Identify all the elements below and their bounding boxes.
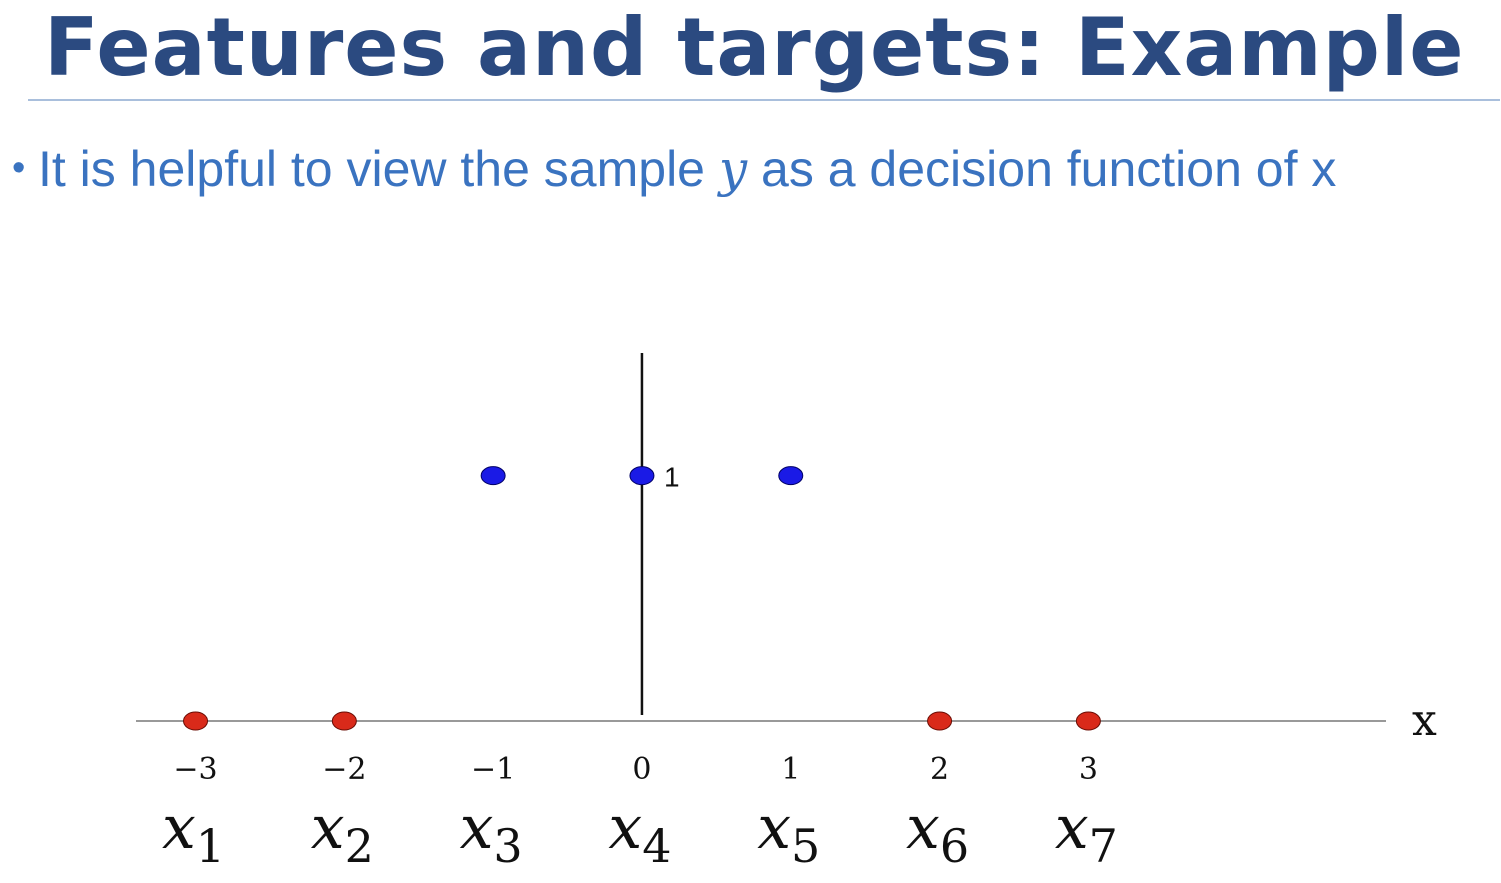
bullet-text-suffix: as a decision function of x — [747, 141, 1337, 197]
negative-point — [331, 711, 357, 731]
sample-label-x4: x4 — [608, 793, 671, 873]
x-axis-label: x — [1412, 695, 1437, 746]
sample-label-x3: x3 — [460, 793, 523, 873]
x-tick-label: 3 — [1079, 752, 1098, 787]
bullet-variable: y — [718, 140, 748, 198]
y-tick-label: 1 — [664, 462, 680, 493]
positive-point — [778, 466, 804, 486]
x-tick-label: −2 — [322, 752, 366, 787]
negative-point — [183, 711, 209, 731]
sample-label-x5: x5 — [757, 793, 820, 873]
positive-point — [480, 466, 506, 486]
sample-label-x1: x1 — [162, 793, 225, 873]
title-divider — [28, 99, 1500, 101]
x-tick-label: 0 — [632, 752, 651, 787]
x-tick-label: 1 — [781, 752, 800, 787]
x-tick-label: −1 — [471, 752, 515, 787]
bullet-point: • It is helpful to view the sample y as a… — [12, 140, 1336, 198]
sample-label-x2: x2 — [311, 793, 374, 873]
bullet-icon: • — [12, 147, 26, 189]
x-tick-label: −3 — [173, 752, 217, 787]
x-tick-label: 2 — [930, 752, 949, 787]
sample-label-x6: x6 — [906, 793, 969, 873]
bullet-text-prefix: It is helpful to view the sample — [38, 141, 719, 197]
negative-point — [1075, 711, 1101, 731]
positive-point — [629, 466, 655, 486]
slide-title: Features and targets: Example — [44, 1, 1465, 94]
sample-label-x7: x7 — [1055, 793, 1118, 873]
negative-point — [927, 711, 953, 731]
